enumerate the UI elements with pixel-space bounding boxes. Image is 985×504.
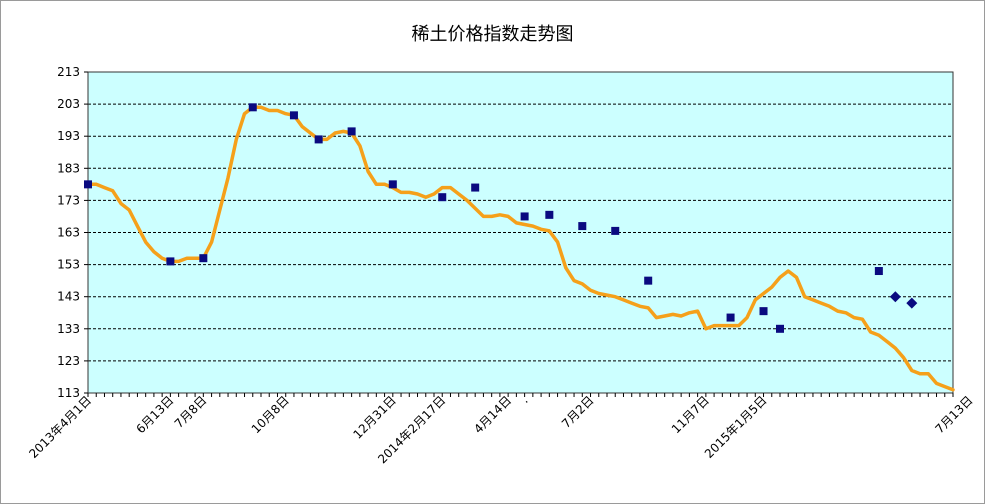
x-tick-label: 12月31日 bbox=[350, 393, 398, 441]
data-point bbox=[545, 210, 554, 219]
x-tick-label: 7月2日 bbox=[559, 393, 597, 431]
y-tick-label: 123 bbox=[57, 354, 80, 368]
data-point bbox=[776, 324, 784, 333]
data-point bbox=[314, 135, 323, 144]
data-point bbox=[388, 180, 397, 189]
y-tick-label: 153 bbox=[57, 258, 80, 272]
y-tick-label: 163 bbox=[57, 226, 80, 240]
y-tick-label: 133 bbox=[57, 322, 80, 336]
x-tick-label: 11月7日 bbox=[669, 393, 712, 436]
y-tick-label: 213 bbox=[57, 65, 80, 79]
data-point bbox=[520, 212, 529, 221]
data-point bbox=[289, 111, 298, 120]
x-tick-label: 7月13日 bbox=[933, 393, 976, 436]
data-point bbox=[199, 254, 208, 263]
x-tick-label: 6月13日 bbox=[133, 393, 176, 436]
y-tick-label: 143 bbox=[57, 290, 80, 304]
data-point-diamond bbox=[889, 291, 901, 303]
y-tick-label: 113 bbox=[57, 386, 80, 400]
x-tick-label: 7月8日 bbox=[172, 393, 210, 431]
data-point bbox=[347, 127, 356, 136]
y-tick-label: 173 bbox=[57, 193, 80, 207]
series-line bbox=[86, 105, 955, 392]
data-point bbox=[874, 267, 883, 276]
data-point bbox=[578, 222, 587, 231]
data-point bbox=[726, 313, 735, 322]
chart-title: 稀土价格指数走势图 bbox=[411, 24, 574, 45]
data-point bbox=[248, 103, 257, 112]
data-point bbox=[611, 226, 620, 235]
data-point bbox=[471, 183, 480, 192]
x-tick-label: 2013年4月1日 bbox=[26, 393, 94, 461]
x-tick-label: 2015年1月5日 bbox=[702, 393, 770, 461]
y-tick-label: 193 bbox=[57, 129, 80, 143]
x-tick-label: 10月8日 bbox=[249, 393, 292, 436]
data-point bbox=[166, 257, 175, 266]
data-point-diamond bbox=[906, 297, 918, 309]
data-point bbox=[644, 276, 653, 285]
data-point bbox=[759, 307, 768, 316]
y-tick-label: 183 bbox=[57, 161, 80, 175]
data-point bbox=[438, 193, 447, 202]
x-tick-label: 4月14日 bbox=[471, 393, 514, 436]
data-point bbox=[84, 180, 92, 189]
y-tick-label: 203 bbox=[57, 97, 80, 111]
